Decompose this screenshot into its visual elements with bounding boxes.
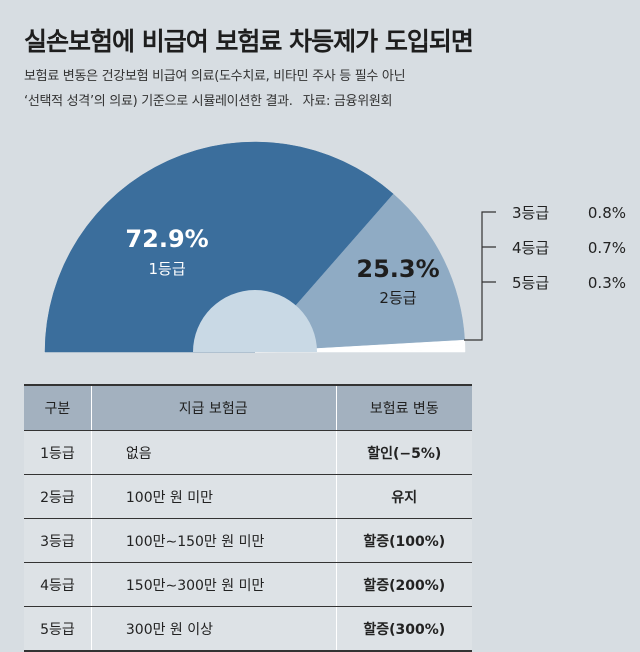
- donut-hole: [193, 290, 317, 352]
- table-row: 1등급 없음 할인(−5%): [24, 430, 472, 475]
- small-slices-connector: [464, 211, 496, 341]
- cell-premium-change: 할증(100%): [336, 518, 472, 563]
- pie-slice-grade-2: [254, 193, 465, 353]
- subtitle-line-2: ‘선택적 성격’의 의료) 기준으로 시뮬레이션한 결과. 자료: 금융위원회: [24, 89, 624, 114]
- legend-grade-4-value: 0.7%: [588, 239, 626, 257]
- chart-subtitle: 보험료 변동은 건강보험 비급여 의료(도수치료, 비타민 주사 등 필수 아닌…: [24, 64, 624, 114]
- half-donut-chart: 72.9% 1등급 25.3% 2등급 3등급 0.8% 4등급 0.7% 5등급 0.3%: [44, 141, 626, 353]
- cell-grade: 1등급: [24, 430, 92, 475]
- cell-grade: 5등급: [24, 606, 92, 652]
- table-row: 4등급 150만∼300만 원 미만 할증(200%): [24, 562, 472, 607]
- table-row: 2등급 100만 원 미만 유지: [24, 474, 472, 519]
- cell-payout: 없음: [91, 430, 337, 475]
- premium-table: 구분 지급 보험금 보험료 변동 1등급 없음 할인(−5%) 2등급 100만…: [24, 384, 472, 652]
- table-header-row: 구분 지급 보험금 보험료 변동: [24, 384, 472, 431]
- data-label-grade-2-name: 2등급: [379, 289, 416, 307]
- cell-grade: 2등급: [24, 474, 92, 519]
- table-row: 5등급 300만 원 이상 할증(300%): [24, 606, 472, 652]
- legend-grade-5-name: 5등급: [512, 274, 549, 292]
- cell-premium-change: 할인(−5%): [336, 430, 472, 475]
- header-premium-change: 보험료 변동: [336, 384, 472, 431]
- data-label-grade-1-value: 72.9%: [125, 225, 208, 253]
- cell-grade: 3등급: [24, 518, 92, 563]
- legend-grade-3-name: 3등급: [512, 204, 549, 222]
- legend-grade-5-value: 0.3%: [588, 274, 626, 292]
- cell-payout: 100만∼150만 원 미만: [91, 518, 337, 563]
- subtitle-line-2-text: ‘선택적 성격’의 의료) 기준으로 시뮬레이션한 결과.: [24, 94, 293, 109]
- header-payout: 지급 보험금: [91, 384, 337, 431]
- pie-slice-grade-1: [44, 141, 394, 353]
- table-row: 3등급 100만∼150만 원 미만 할증(100%): [24, 518, 472, 563]
- data-label-grade-2-value: 25.3%: [356, 255, 439, 283]
- cell-premium-change: 할증(200%): [336, 562, 472, 607]
- cell-premium-change: 할증(300%): [336, 606, 472, 652]
- data-label-grade-1-name: 1등급: [148, 260, 185, 278]
- cell-payout: 150만∼300만 원 미만: [91, 562, 337, 607]
- cell-payout: 300만 원 이상: [91, 606, 337, 652]
- cell-premium-change: 유지: [336, 474, 472, 519]
- cell-grade: 4등급: [24, 562, 92, 607]
- legend-grade-4-name: 4등급: [512, 239, 549, 257]
- cell-payout: 100만 원 미만: [91, 474, 337, 519]
- legend-grade-3-value: 0.8%: [588, 204, 626, 222]
- source-note: 자료: 금융위원회: [302, 94, 393, 109]
- subtitle-line-1: 보험료 변동은 건강보험 비급여 의료(도수치료, 비타민 주사 등 필수 아닌: [24, 69, 406, 84]
- page-title: 실손보험에 비급여 보험료 차등제가 도입되면: [24, 27, 474, 56]
- header-grade: 구분: [24, 384, 92, 431]
